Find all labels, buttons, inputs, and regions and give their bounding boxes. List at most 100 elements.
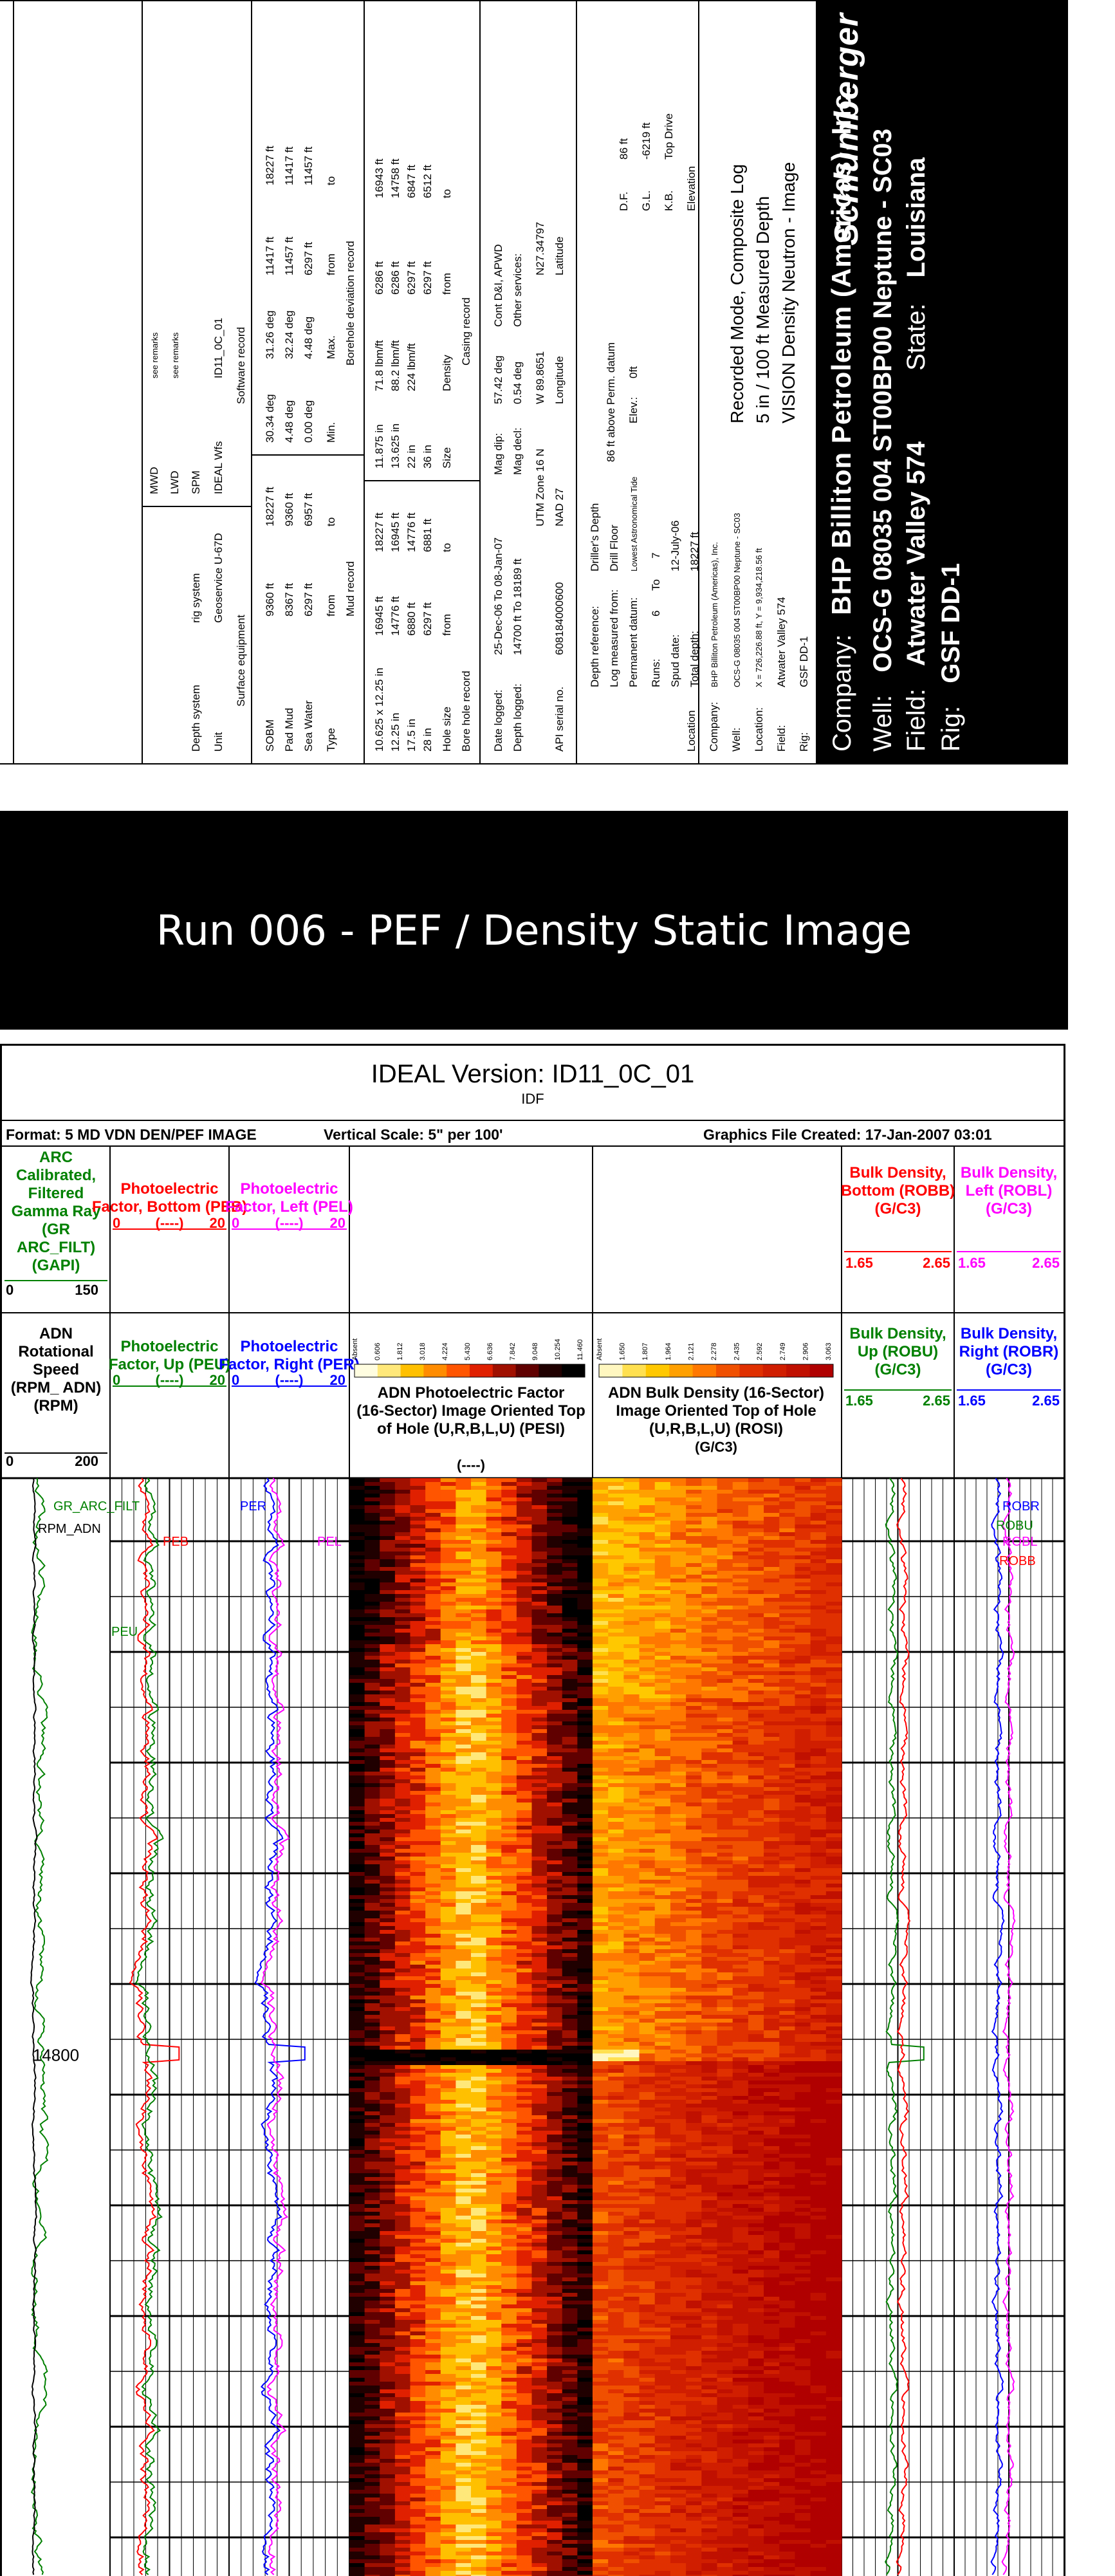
total-depth-value: 18227 ft — [688, 532, 701, 571]
mag-dip-value: 57.42 deg — [492, 355, 505, 404]
color-bar-label: 9.048 — [531, 1342, 539, 1360]
graphics-file-label: Graphics File Created: 17-Jan-2007 03:01 — [703, 1126, 992, 1144]
color-bar-cell — [355, 1364, 362, 1377]
hole-row: 14776 ft — [405, 513, 418, 552]
track-title-rpm: (RPM_ ADN) — [11, 1379, 101, 1396]
scale-left: 0 — [6, 1453, 14, 1469]
casing-row: 11.875 in — [373, 424, 386, 468]
dev-row: 4.48 deg — [283, 400, 296, 443]
color-bar-label: 2.435 — [733, 1342, 741, 1360]
log-subtitle-1: 5 in / 100 ft Measured Depth — [753, 196, 773, 423]
color-bar-cell — [378, 1364, 385, 1377]
color-bar-cell — [677, 1364, 685, 1377]
color-bar-cell — [485, 1364, 493, 1377]
scale-mid: (----) — [275, 1372, 304, 1388]
api-label: API serial no. — [553, 687, 566, 752]
date-logged-label: Date logged: — [492, 690, 505, 752]
casing-row: 6297 ft — [405, 261, 418, 295]
track-unit-rosi: (G/C3) — [695, 1439, 737, 1455]
color-bar-cell — [385, 1364, 393, 1377]
log-measured-label: Log measured from: — [608, 589, 621, 687]
hole-to-label: to — [441, 543, 454, 552]
lwd-label: LWD — [169, 470, 181, 494]
hole-row: 6297 ft — [421, 602, 434, 636]
color-bar-cell — [599, 1364, 607, 1377]
field-value: Atwater Valley 574 — [775, 597, 788, 687]
hole-row: 28 in — [421, 728, 434, 752]
scale-right: 150 — [75, 1282, 98, 1298]
color-bar-cell — [546, 1364, 554, 1377]
color-bar-cell — [508, 1364, 516, 1377]
mud-from-label: from — [325, 595, 338, 616]
unit-label: Unit — [212, 732, 225, 752]
color-bar-cell — [646, 1364, 654, 1377]
color-bar-cell — [562, 1364, 569, 1377]
track-title-gr: (GAPI) — [32, 1257, 80, 1274]
well-value: OCS-G 08035 004 ST00BP00 Neptune - SC03 — [732, 513, 742, 687]
track-title: Right (ROBR) — [959, 1343, 1059, 1360]
mud-row: 8367 ft — [283, 583, 296, 616]
kb-label: K.B. — [663, 190, 676, 211]
df-label: D.F. — [618, 192, 631, 211]
color-bar-label: 1.964 — [665, 1342, 672, 1360]
color-bar-label: 0.606 — [374, 1342, 382, 1360]
color-bar-cell — [631, 1364, 639, 1377]
date-logged-value: 25-Dec-06 To 08-Jan-07 — [492, 537, 505, 655]
software-record-title: Software record — [235, 327, 248, 404]
color-bar-cell — [685, 1364, 693, 1377]
casing-size-label: Size — [441, 447, 454, 468]
other-services-label: Other services: — [511, 254, 524, 327]
track-title-rosi: (U,R,B,L,U) (ROSI) — [649, 1420, 783, 1438]
mud-row: 9360 ft — [283, 493, 296, 526]
hole-row: 14776 ft — [389, 597, 402, 636]
color-bar-cell — [607, 1364, 615, 1377]
color-bar-cell — [516, 1364, 524, 1377]
mud-row: 9360 ft — [264, 583, 277, 616]
perm-datum-label: Permanent datum: — [627, 597, 640, 687]
ideal-version-title: IDEAL Version: ID11_0C_01 — [2, 1060, 1064, 1089]
track-title: (G/C3) — [875, 1361, 921, 1378]
color-bar-cell — [771, 1364, 779, 1377]
above-perm-label: 86 ft above Perm. datum — [605, 342, 618, 462]
mud-to-label: to — [325, 517, 338, 526]
color-bar-cell — [693, 1364, 701, 1377]
scale-right: 2.65 — [923, 1393, 950, 1409]
scale-right: 20 — [330, 1372, 346, 1388]
elev-value: 0ft — [627, 366, 640, 378]
location-label: Location: — [753, 707, 766, 752]
lwd-value: see remarks — [170, 332, 180, 378]
deviation-record-title: Borehole deviation record — [344, 241, 357, 366]
mag-decl-label: Mag decl: — [511, 427, 524, 475]
track-title: Factor, Right (PER) — [219, 1356, 360, 1373]
track-title: (G/C3) — [986, 1200, 1032, 1218]
rig-value: GSF DD-1 — [798, 636, 811, 687]
track-title: Factor, Left (PEL) — [225, 1198, 353, 1216]
vertical-scale-label: Vertical Scale: 5" per 100' — [324, 1126, 503, 1144]
curve-tag: ROBU — [996, 1519, 1033, 1533]
track-title-rpm: Speed — [33, 1361, 79, 1378]
unit-value: Geoservice U-67D — [212, 533, 225, 623]
scale-right: 200 — [75, 1453, 98, 1469]
casing-from-label: from — [441, 273, 454, 295]
color-bar-cell — [701, 1364, 709, 1377]
color-bar-cell — [654, 1364, 662, 1377]
runs-to-label: To — [650, 579, 663, 591]
color-bar-cell — [531, 1364, 539, 1377]
color-bar-cell — [416, 1364, 423, 1377]
casing-row: 88.2 lbm/ft — [389, 340, 402, 391]
mwd-label: MWD — [148, 467, 161, 494]
nad-label: NAD 27 — [553, 488, 566, 526]
curve-tag: GR_ARC_FILT — [53, 1499, 140, 1514]
company-label: Company: — [708, 702, 721, 752]
hole-row: 16945 ft — [389, 513, 402, 552]
curve-peb — [130, 1478, 179, 2575]
log-heading-rotated: Company:BHP Billiton Petroleum (Americas… — [0, 0, 1068, 764]
track-title: Bulk Density, — [961, 1164, 1057, 1181]
runs-label: Runs: — [650, 659, 663, 687]
mag-dip-label: Mag dip: — [492, 433, 505, 475]
casing-density-label: Density — [441, 355, 454, 391]
track-unit-pesi: (----) — [457, 1457, 485, 1473]
color-bar-cell — [810, 1364, 818, 1377]
spud-value: 12-July-06 — [669, 521, 682, 571]
well-row: Well: OCS-G 08035 004 ST00BP00 Neptune -… — [869, 129, 898, 752]
